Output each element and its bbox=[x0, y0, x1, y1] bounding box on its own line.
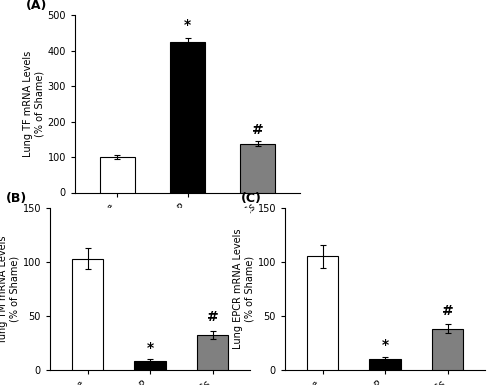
Y-axis label: Lung EPCR mRNA Levels
(% of Shame): Lung EPCR mRNA Levels (% of Shame) bbox=[233, 229, 254, 349]
Y-axis label: lung TM mRNA Levels
(% of Shame): lung TM mRNA Levels (% of Shame) bbox=[0, 236, 20, 342]
Bar bbox=[197, 335, 228, 370]
Text: *: * bbox=[146, 340, 154, 355]
Text: (C): (C) bbox=[241, 192, 262, 205]
Text: *: * bbox=[184, 18, 191, 32]
Bar bbox=[100, 157, 135, 192]
Bar bbox=[432, 329, 463, 370]
Y-axis label: Lung TF mRNA Levels
(% of Shame): Lung TF mRNA Levels (% of Shame) bbox=[23, 51, 44, 157]
Bar bbox=[370, 359, 400, 370]
Bar bbox=[134, 361, 166, 370]
Bar bbox=[170, 42, 205, 192]
Bar bbox=[307, 256, 338, 370]
Text: *: * bbox=[382, 338, 388, 352]
Text: (A): (A) bbox=[26, 0, 47, 12]
Text: #: # bbox=[252, 122, 264, 137]
Bar bbox=[240, 144, 276, 192]
Bar bbox=[72, 259, 103, 370]
Text: #: # bbox=[442, 304, 454, 318]
Text: (B): (B) bbox=[6, 192, 27, 205]
Text: #: # bbox=[206, 310, 218, 324]
